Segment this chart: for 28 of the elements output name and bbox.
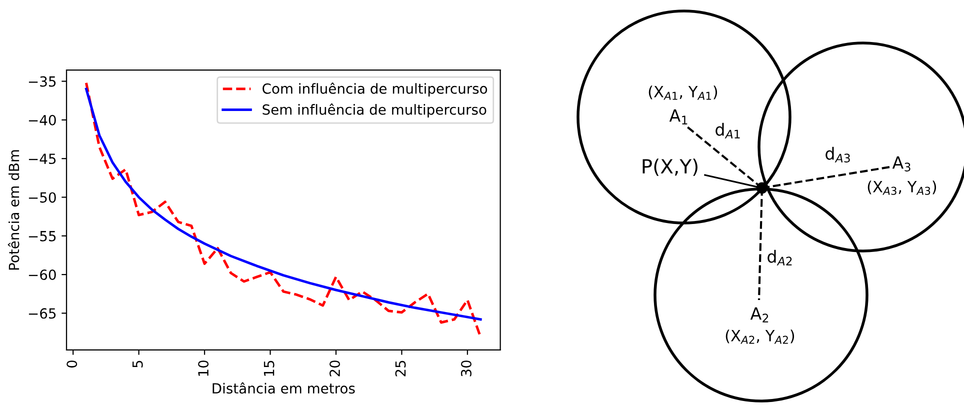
legend-label: Sem influência de multipercurso <box>262 104 486 118</box>
y-tick-label: −40 <box>28 114 56 126</box>
y-tick-label: −60 <box>28 270 56 280</box>
x-axis-title: Distância em metros <box>212 382 355 394</box>
text: A$_{3}$ <box>892 156 910 172</box>
x-tick-label: 30 <box>460 360 472 376</box>
text: (X$_{A2}$, Y$_{A2}$) <box>726 330 794 344</box>
x-tick-label: 0 <box>66 360 78 368</box>
text: d$_{A3}$ <box>826 146 850 162</box>
x-tick-label: 15 <box>264 360 274 376</box>
y-tick-label: −55 <box>28 231 56 242</box>
y-tick-label: −65 <box>28 308 56 319</box>
x-tick-label: 5 <box>132 360 143 368</box>
text: (X$_{A3}$, Y$_{A3}$) <box>868 180 936 195</box>
legend-label: Com influência de multipercurso <box>262 82 488 97</box>
text: A$_{1}$ <box>669 109 688 124</box>
text: A$_{2}$ <box>750 307 768 322</box>
x-tick-label: 25 <box>395 360 406 376</box>
text: (X$_{A1}$, Y$_{A1}$) <box>648 86 718 100</box>
text: d$_{A1}$ <box>716 122 740 138</box>
y-axis-title: Potência em dBm <box>8 150 20 270</box>
text: d$_{A2}$ <box>768 250 792 266</box>
y-tick-label: −50 <box>28 192 56 203</box>
y-tick-label: −45 <box>28 154 56 164</box>
text: P(X,Y) <box>642 158 698 176</box>
x-tick-label: 20 <box>330 360 340 376</box>
x-tick-label: 10 <box>198 360 209 376</box>
y-tick-label: −35 <box>28 76 56 87</box>
